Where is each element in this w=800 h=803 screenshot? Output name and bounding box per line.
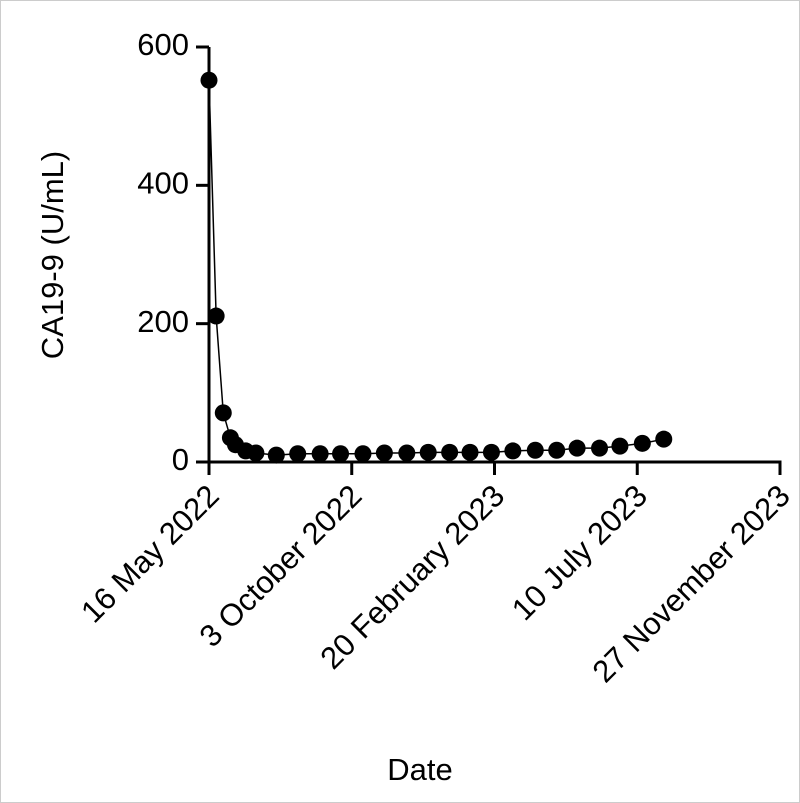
y-tick-label: 600 [137,27,189,62]
data-point [441,443,459,461]
data-point [311,445,329,463]
data-point [207,307,225,325]
data-point [611,437,629,455]
data-point [482,443,500,461]
data-point [375,444,393,462]
data-point [461,443,479,461]
data-point [200,71,218,89]
data-point [247,444,265,462]
data-point [267,446,285,464]
data-point [289,445,307,463]
data-point [591,439,609,457]
data-point [633,434,651,452]
y-tick-label: 0 [172,442,189,477]
data-point [655,430,673,448]
data-point [526,441,544,459]
data-point [504,442,522,460]
data-point [354,445,372,463]
data-point [548,441,566,459]
y-axis-label: CA19-9 (U/mL) [35,151,70,359]
x-axis-label: Date [387,752,452,787]
data-point [398,444,416,462]
data-point [568,439,586,457]
y-tick-label: 200 [137,304,189,339]
y-tick-label: 400 [137,166,189,201]
data-point [419,443,437,461]
data-point [214,404,232,422]
data-point [332,445,350,463]
